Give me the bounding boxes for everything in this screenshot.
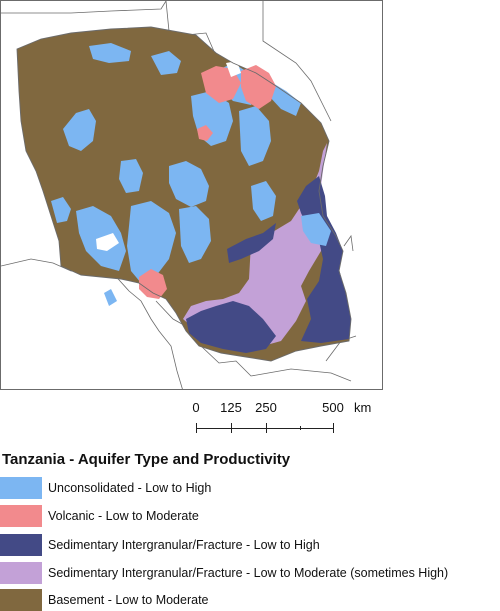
scale-tick: [196, 423, 197, 433]
scale-label-500: 500: [322, 400, 344, 415]
scale-unit: km: [354, 400, 372, 415]
legend-item-volcanic: Volcanic - Low to Moderate: [0, 505, 199, 527]
legend-item-basement: Basement - Low to Moderate: [0, 589, 209, 611]
legend-label: Volcanic - Low to Moderate: [48, 509, 199, 523]
map-frame: [0, 0, 383, 390]
legend-swatch-unconsolidated: [0, 477, 42, 499]
scale-minor-tick: [300, 426, 301, 430]
scale-label-0: 0: [192, 400, 200, 415]
legend-label: Sedimentary Intergranular/Fracture - Low…: [48, 566, 449, 580]
volcanic-regions: [139, 65, 276, 299]
legend-title: Tanzania - Aquifer Type and Productivity: [2, 451, 291, 468]
scale-bar: 0 125 250 500 km: [188, 400, 371, 440]
scale-tick: [333, 423, 334, 433]
legend-swatch-volcanic: [0, 505, 42, 527]
scale-tick: [231, 423, 232, 433]
scale-label-250: 250: [255, 400, 277, 415]
legend-item-sedimentary-low-high: Sedimentary Intergranular/Fracture - Low…: [0, 534, 320, 556]
legend-swatch-basement: [0, 589, 42, 611]
legend-item-unconsolidated: Unconsolidated - Low to High: [0, 477, 211, 499]
tanzania-outline: [16, 26, 352, 362]
sedimentary-low-high-south: [186, 301, 276, 353]
legend-item-sedimentary-low-moderate: Sedimentary Intergranular/Fracture - Low…: [0, 562, 448, 584]
sedimentary-low-high-central: [227, 223, 276, 263]
legend-swatch-sedimentary-low-moderate: [0, 562, 42, 584]
legend-label: Sedimentary Intergranular/Fracture - Low…: [48, 538, 320, 552]
legend-label: Unconsolidated - Low to High: [48, 481, 212, 495]
scale-label-125: 125: [220, 400, 242, 415]
scale-line: [196, 428, 333, 429]
scale-tick: [266, 423, 267, 433]
tanzania-map: [1, 1, 357, 389]
legend-label: Basement - Low to Moderate: [48, 593, 209, 607]
legend-swatch-sedimentary-low-high: [0, 534, 42, 556]
